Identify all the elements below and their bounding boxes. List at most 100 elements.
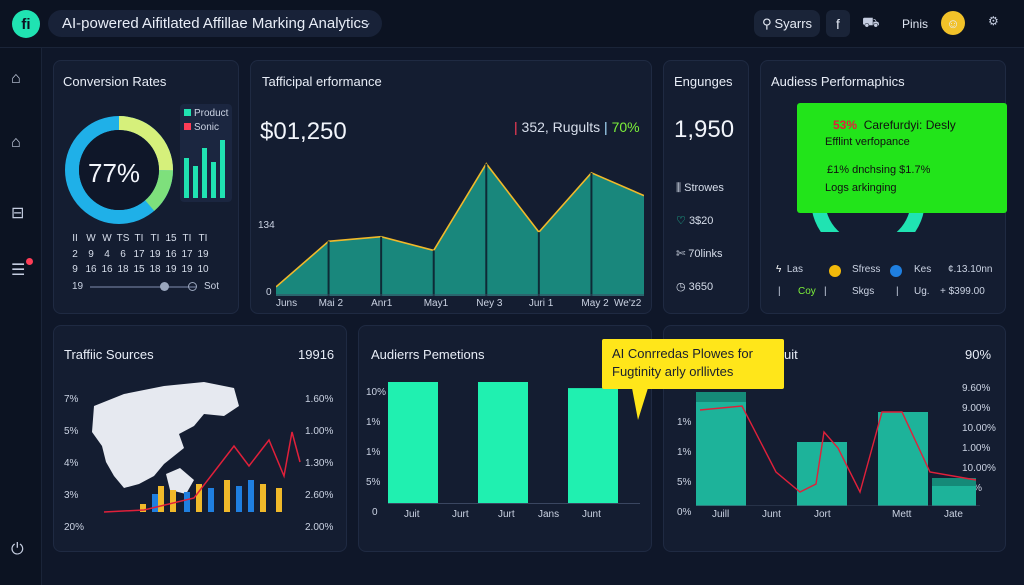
search-button[interactable]: ⚲ Syarrs	[754, 10, 820, 37]
mixed-chart-title: uit	[784, 347, 798, 362]
app-logo[interactable]: fi	[12, 10, 40, 38]
traffic-bar	[208, 488, 214, 512]
traffic-map-chart	[92, 382, 301, 513]
audience-relations-title: Audierrs Pemetions	[371, 347, 485, 362]
range-slider-handle[interactable]	[160, 282, 169, 291]
audience-legend-row-2: | Coy | Skgs | Ug. + $399.00	[778, 286, 985, 297]
heart-icon: ♡	[676, 215, 686, 227]
list-item[interactable]: ◷ 3650	[676, 281, 714, 293]
calendar-row-1[interactable]: 2 9 4 6 17 19 16 17 19	[72, 249, 209, 260]
traffic-bar	[170, 490, 176, 512]
conversion-donut	[65, 116, 173, 224]
mixed-bar	[878, 412, 928, 506]
world-map-shape	[166, 468, 194, 494]
x-tick-label: Juns	[276, 298, 298, 309]
home-icon[interactable]: ⌂	[11, 134, 21, 151]
engunges-list: ⫼ Strowes ♡ 3$20 ✄ 70links ◷ 3650	[676, 172, 724, 304]
list-item[interactable]: ✄ 70links	[676, 248, 723, 260]
traffic-bar	[140, 504, 146, 512]
traffic-bar	[260, 484, 266, 512]
chevron-down-icon: ⌄	[361, 15, 372, 29]
mixed-chart-y-left: 1% 1% 5% 0%	[677, 417, 692, 518]
calendar-weekdays: II W W TS TI TI 15 TI TI	[72, 233, 208, 244]
slider-max-label: Sot	[204, 281, 220, 292]
y-label-mid: 134	[258, 220, 275, 231]
conversion-percent: 77%	[88, 158, 141, 188]
list-item[interactable]: ♡ 3$20	[676, 215, 714, 227]
avatar[interactable]: ☺	[941, 11, 965, 35]
mixed-trend-line	[699, 405, 977, 494]
audience-legend-row-1: ϟ Las Sfress Kes ¢.13.10nn	[776, 264, 993, 277]
performance-value: $01,250	[260, 118, 347, 145]
performance-line	[276, 162, 644, 288]
traffic-bar	[152, 494, 158, 512]
mixed-chart-value: 90%	[965, 347, 992, 362]
audience-relations-bar-chart	[388, 382, 640, 504]
mixed-bar-top	[932, 478, 976, 486]
audience-performance-title: Audiess Performaphics	[771, 74, 905, 89]
mixed-bar-line-chart	[696, 392, 980, 506]
car-icon[interactable]: ⛟	[862, 14, 880, 30]
dashboard-icon[interactable]: ⌂	[11, 70, 21, 87]
traffic-bar	[224, 480, 230, 512]
audience-bar	[568, 388, 618, 504]
engunges-title: Engunges	[674, 74, 733, 89]
engunges-value: 1,950	[674, 116, 735, 143]
logout-icon[interactable]: ⏻	[11, 541, 24, 558]
conversion-mini-bars	[184, 140, 225, 198]
mixed-bar	[696, 402, 746, 506]
legend-product: Product	[184, 108, 228, 119]
traffic-value: 19916	[298, 347, 335, 362]
traffic-trend-line	[103, 431, 301, 513]
sidebar	[0, 48, 42, 585]
notification-dot	[26, 258, 33, 265]
x-tick-label: Juri 1	[528, 298, 554, 309]
settings-icon[interactable]: ⚙	[988, 14, 999, 28]
list-icon[interactable]: ☰	[11, 262, 26, 279]
clock-icon: ◷	[676, 281, 686, 293]
x-tick-label: Anr1	[371, 298, 393, 309]
app-title-dropdown[interactable]: AI-powered Aifitlated Affillae Marking A…	[48, 10, 382, 37]
audience-bar	[388, 382, 438, 504]
lightning-icon: ϟ	[776, 264, 782, 275]
calendar-row-2[interactable]: 9 16 16 18 15 18 19 19 10	[72, 264, 209, 275]
legend-dot-blue	[890, 265, 902, 277]
engunges-panel	[663, 60, 749, 314]
search-label: Syarrs	[774, 16, 813, 31]
list-item[interactable]: ⫼ Strowes	[676, 182, 724, 194]
audience-donut-partial	[811, 199, 925, 232]
audience-insight-note: 53% Carefurdyi: Desly Efflint verfopance…	[797, 103, 1007, 213]
callout-pointer	[632, 388, 648, 420]
mixed-bar	[797, 442, 847, 506]
performance-title: Tafficipal erformance	[262, 74, 382, 89]
traffic-bar	[248, 480, 254, 512]
performance-x-axis: Juns Mai 2 Anr1 May1 Ney 3 Juri 1 May 2 We'z2	[276, 298, 644, 310]
performance-area-chart	[276, 162, 644, 296]
traffic-bar	[236, 486, 242, 512]
x-tick-label: May 2	[581, 298, 609, 309]
bank-icon[interactable]: ⊟	[11, 205, 25, 222]
mixed-bar-top	[696, 392, 746, 402]
traffic-title: Traffiic Sources	[64, 347, 154, 362]
range-slider-handle-end[interactable]	[188, 282, 197, 291]
x-tick-label: We'z2	[614, 298, 642, 309]
traffic-bar	[184, 492, 190, 512]
ai-callout[interactable]: AI Conrredas Plowes for Fugtinity arly o…	[602, 339, 784, 389]
x-tick-label: Ney 3	[476, 298, 503, 309]
performance-results: | 352, Rugults | 70%	[514, 119, 640, 135]
facebook-icon[interactable]: f	[826, 10, 850, 37]
app-title: AI-powered Aifitlated Affillae Marking A…	[62, 15, 369, 32]
chart-bars-icon: ⫼	[676, 182, 682, 194]
range-slider-track[interactable]	[90, 286, 196, 288]
traffic-bar	[196, 484, 202, 512]
traffic-y-right: 1.60% 1.00% 1.30% 2.60% 2.00%	[305, 394, 334, 533]
scissors-icon: ✄	[676, 248, 686, 260]
legend-sonic: Sonic	[184, 122, 219, 133]
x-tick-label: May1	[423, 298, 449, 309]
x-tick-label: Mai 2	[318, 298, 344, 309]
world-map-shape	[92, 382, 239, 488]
traffic-y-left: 7% 5% 4% 3% 20%	[64, 394, 85, 533]
slider-min-label: 19	[72, 281, 84, 292]
plan-label[interactable]: Pinis	[902, 17, 929, 31]
traffic-bar	[158, 486, 164, 512]
